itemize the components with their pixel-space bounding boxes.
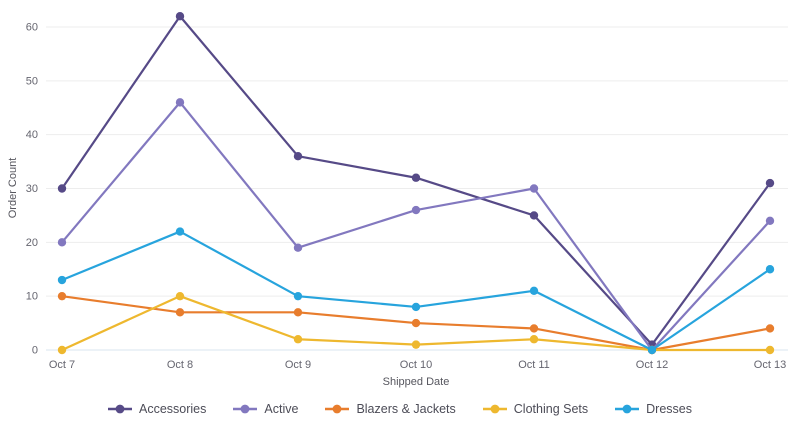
data-point-active-4[interactable] — [529, 184, 539, 193]
legend-label: Clothing Sets — [513, 402, 589, 416]
data-point-blazers-jackets-4[interactable] — [529, 324, 539, 333]
data-point-dresses-2[interactable] — [293, 291, 303, 301]
legend-item-active[interactable]: Active — [233, 402, 298, 416]
legend-item-clothing-sets[interactable]: Clothing Sets — [482, 402, 589, 416]
legend-marker-icon — [233, 404, 258, 414]
data-point-accessories-3[interactable] — [411, 173, 421, 182]
y-tick-label: 10 — [26, 291, 38, 303]
data-point-active-6[interactable] — [765, 216, 775, 225]
data-point-clothing-sets-3[interactable] — [411, 340, 421, 349]
data-point-clothing-sets-2[interactable] — [293, 335, 303, 344]
data-point-active-1[interactable] — [175, 98, 185, 107]
x-tick-label: Oct 10 — [400, 359, 432, 371]
series-layer — [57, 12, 775, 355]
chart-plot-area: 0 10 20 30 40 50 60 Oct 7 Oct 8 Oct 9 Oct 10 Oct 11… — [7, 12, 788, 388]
legend-item-dresses[interactable]: Dresses — [615, 402, 692, 416]
data-point-active-3[interactable] — [411, 205, 421, 215]
legend-marker-icon — [615, 404, 640, 414]
x-tick-label: Oct 9 — [285, 359, 311, 371]
x-axis-title: Shipped Date — [383, 376, 450, 388]
legend-marker-icon — [482, 404, 507, 414]
data-point-clothing-sets-6[interactable] — [765, 345, 775, 355]
data-point-accessories-1[interactable] — [175, 12, 185, 21]
data-point-clothing-sets-4[interactable] — [529, 335, 539, 344]
x-tick-label: Oct 13 — [754, 359, 786, 371]
data-point-accessories-6[interactable] — [765, 178, 775, 188]
data-point-blazers-jackets-2[interactable] — [293, 308, 303, 317]
legend-label: Active — [264, 402, 299, 416]
legend-label: Accessories — [139, 402, 207, 416]
data-point-blazers-jackets-1[interactable] — [175, 308, 185, 317]
data-point-dresses-5[interactable] — [647, 345, 657, 355]
data-point-blazers-jackets-0[interactable] — [57, 291, 67, 301]
legend-marker-icon — [108, 404, 132, 414]
legend-item-blazers-jackets[interactable]: Blazers & Jackets — [325, 402, 456, 416]
y-tick-label: 60 — [26, 22, 38, 34]
y-axis-title: Order Count — [7, 158, 19, 219]
legend-item-accessories[interactable]: Accessories — [108, 402, 206, 416]
legend-label: Blazers & Jackets — [356, 402, 456, 416]
series-line-active — [60, 101, 772, 352]
data-point-dresses-4[interactable] — [529, 286, 539, 295]
data-point-dresses-6[interactable] — [765, 265, 775, 274]
x-tick-label: Oct 11 — [518, 359, 550, 371]
x-tick-label: Oct 8 — [167, 359, 193, 371]
data-point-active-0[interactable] — [57, 238, 67, 247]
y-tick-label: 50 — [26, 75, 38, 87]
data-point-dresses-1[interactable] — [175, 227, 185, 236]
data-point-accessories-4[interactable] — [529, 211, 539, 220]
series-line-dresses — [60, 230, 772, 352]
legend-marker-icon — [325, 404, 350, 414]
y-tick-label: 20 — [26, 237, 38, 249]
data-point-accessories-2[interactable] — [293, 152, 303, 161]
y-tick-label: 30 — [26, 183, 38, 195]
data-point-dresses-0[interactable] — [57, 275, 67, 285]
legend-label: Dresses — [646, 402, 692, 416]
data-point-clothing-sets-0[interactable] — [57, 345, 67, 355]
data-point-active-2[interactable] — [293, 243, 303, 252]
data-point-blazers-jackets-6[interactable] — [765, 324, 775, 333]
x-tick-label: Oct 7 — [49, 359, 75, 371]
y-tick-label: 40 — [26, 129, 38, 141]
x-tick-label: Oct 12 — [636, 359, 668, 371]
y-tick-label: 0 — [32, 345, 38, 357]
axis-layer: Order Count Shipped Date — [7, 158, 449, 388]
data-point-accessories-0[interactable] — [57, 184, 67, 193]
data-point-dresses-3[interactable] — [411, 302, 421, 312]
grid-layer: 0 10 20 30 40 50 60 Oct 7 Oct 8 Oct 9 Oct 10 Oct 11… — [26, 22, 788, 371]
data-point-clothing-sets-1[interactable] — [175, 291, 185, 301]
data-point-blazers-jackets-3[interactable] — [411, 318, 421, 328]
chart-legend: Accessories Active Blazers & Jackets Clothi… — [0, 396, 800, 422]
